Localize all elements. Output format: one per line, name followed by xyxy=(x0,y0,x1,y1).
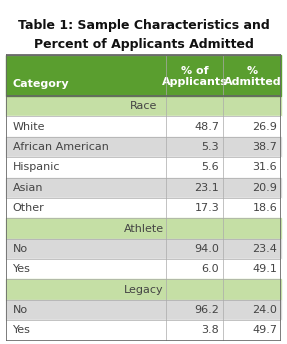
Text: 31.6: 31.6 xyxy=(253,162,277,172)
Text: 49.7: 49.7 xyxy=(252,325,277,335)
Text: Asian: Asian xyxy=(13,183,43,193)
Text: 96.2: 96.2 xyxy=(194,305,219,315)
Bar xyxy=(6,157,281,178)
Text: White: White xyxy=(13,122,45,132)
Text: Athlete: Athlete xyxy=(123,224,164,234)
Bar xyxy=(6,320,281,341)
Text: 3.8: 3.8 xyxy=(201,325,219,335)
Text: % of
Applicants: % of Applicants xyxy=(162,66,227,87)
Bar xyxy=(6,137,281,157)
Text: 18.6: 18.6 xyxy=(252,203,277,213)
Text: 48.7: 48.7 xyxy=(194,122,219,132)
Text: 49.1: 49.1 xyxy=(252,264,277,274)
Bar xyxy=(6,218,281,239)
Bar xyxy=(6,96,281,117)
Text: No: No xyxy=(13,305,28,315)
Bar xyxy=(6,300,281,320)
Bar xyxy=(6,198,281,218)
Text: 94.0: 94.0 xyxy=(194,244,219,254)
Text: Hispanic: Hispanic xyxy=(13,162,60,172)
Text: 5.6: 5.6 xyxy=(202,162,219,172)
Text: Category: Category xyxy=(13,79,69,89)
Text: 38.7: 38.7 xyxy=(252,142,277,152)
Text: Percent of Applicants Admitted: Percent of Applicants Admitted xyxy=(34,38,253,51)
Bar xyxy=(6,259,281,279)
Text: African American: African American xyxy=(13,142,108,152)
Text: No: No xyxy=(13,244,28,254)
Bar xyxy=(6,239,281,259)
Bar xyxy=(6,178,281,198)
Text: 23.1: 23.1 xyxy=(195,183,219,193)
Text: %
Admitted: % Admitted xyxy=(224,66,281,87)
Text: 5.3: 5.3 xyxy=(202,142,219,152)
Bar xyxy=(6,279,281,300)
Text: 26.9: 26.9 xyxy=(252,122,277,132)
Text: Yes: Yes xyxy=(13,264,30,274)
Text: Legacy: Legacy xyxy=(124,284,163,294)
Bar xyxy=(6,117,281,137)
Bar xyxy=(6,55,281,96)
Text: 23.4: 23.4 xyxy=(252,244,277,254)
Text: 6.0: 6.0 xyxy=(202,264,219,274)
Text: Table 1: Sample Characteristics and: Table 1: Sample Characteristics and xyxy=(18,19,269,32)
Text: 24.0: 24.0 xyxy=(252,305,277,315)
Text: 20.9: 20.9 xyxy=(252,183,277,193)
Text: Other: Other xyxy=(13,203,44,213)
Text: Race: Race xyxy=(130,101,157,111)
Text: 17.3: 17.3 xyxy=(195,203,219,213)
Text: Yes: Yes xyxy=(13,325,30,335)
